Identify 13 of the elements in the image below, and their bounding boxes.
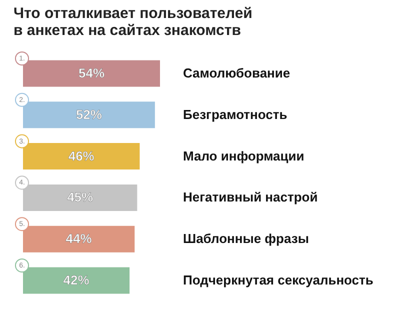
data-label: 42% <box>63 272 90 288</box>
data-label: 46% <box>68 148 95 164</box>
y-tick-label: Самолюбование <box>183 66 290 81</box>
data-label: 45% <box>67 190 94 205</box>
chart-title: Что отталкивает пользователей в анкетах на сайтах знакомств <box>13 5 252 40</box>
y-tick-label: Безграмотность <box>183 106 288 122</box>
data-label: 44% <box>66 231 92 246</box>
y-tick-label: Негативный настрой <box>183 190 318 205</box>
data-label: 52% <box>76 106 102 122</box>
y-tick-label: Подчеркнутая сексуальность <box>183 272 374 288</box>
y-tick-label: Мало информации <box>183 148 304 164</box>
y-tick-label: Шаблонные фразы <box>183 231 309 246</box>
data-label: 54% <box>78 66 105 81</box>
